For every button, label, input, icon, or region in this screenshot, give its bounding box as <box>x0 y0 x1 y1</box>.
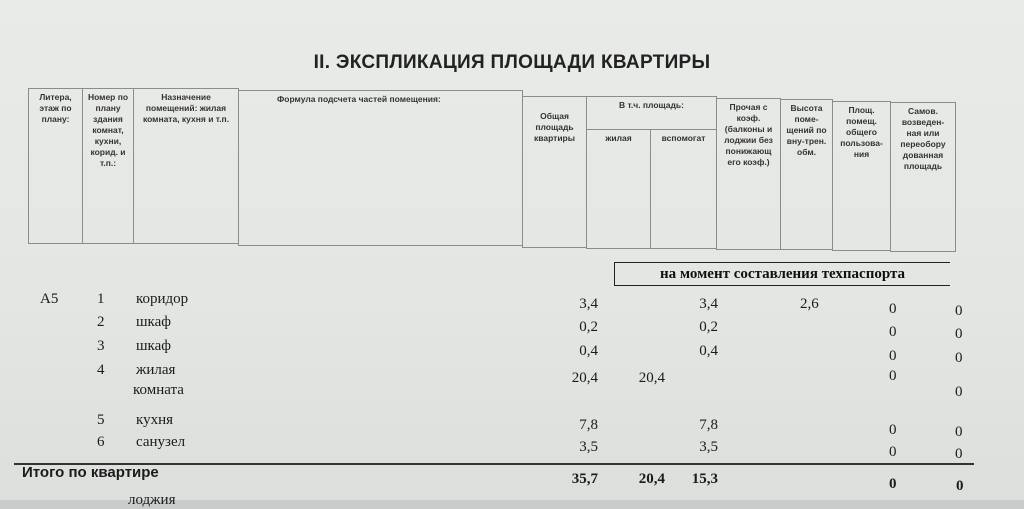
row-number: 6 <box>97 434 105 450</box>
header-vysota: Высота поме-щений по вну-трен. обм. <box>780 99 833 250</box>
row-number: 4 <box>97 362 105 378</box>
header-litera: Литера, этаж по плану: <box>28 88 83 244</box>
row-obsh-area: 0 <box>889 422 897 438</box>
row-samov-area: 0 <box>955 424 963 440</box>
row-obsh-area: 0 <box>889 368 897 384</box>
row-litera: А5 <box>40 291 59 307</box>
header-obsh-polz: Площ. помещ. общего пользова-ния <box>832 101 891 251</box>
total-label: Итого по квартире <box>22 464 159 481</box>
row-name: коридор <box>136 291 189 307</box>
header-obshaya: Общая площадь квартиры <box>522 96 587 248</box>
row-number: 1 <box>97 291 105 307</box>
row-total-area: 3,4 <box>579 296 598 312</box>
row-vsp-area: 7,8 <box>699 417 718 433</box>
row-obsh-area: 0 <box>889 324 897 340</box>
row-vsp-area: 0,2 <box>699 319 718 335</box>
header-naznachenie: Назначение помещений: жилая комната, кух… <box>133 88 239 244</box>
row-samov-area: 0 <box>955 384 963 400</box>
header-prochaya: Прочая с коэф. (балконы и лоджии без пон… <box>716 98 781 250</box>
next-row-label: лоджия <box>128 492 176 508</box>
row-samov-area: 0 <box>955 446 963 462</box>
row-number: 3 <box>97 338 105 354</box>
header-samov: Самов. возведен-ная или переобору дованн… <box>890 102 956 252</box>
row-number: 5 <box>97 412 105 428</box>
total-divider <box>14 463 974 465</box>
row-name: кухня <box>136 412 174 428</box>
row-obsh-area: 0 <box>889 301 897 317</box>
row-total-area: 3,5 <box>579 439 598 455</box>
row-vsp-area: 0,4 <box>699 343 718 359</box>
row-name: санузел <box>136 434 186 450</box>
row-obsh-area: 0 <box>889 444 897 460</box>
total-zhil: 20,4 <box>638 471 665 487</box>
row-name-cont: комната <box>133 382 184 398</box>
moment-label: на момент составления техпаспорта <box>614 262 950 286</box>
page-title: II. ЭКСПЛИКАЦИЯ ПЛОЩАДИ КВАРТИРЫ <box>313 52 711 73</box>
header-formula: Формула подсчета частей помещения: <box>238 90 523 246</box>
row-vsp-area: 3,5 <box>699 439 718 455</box>
row-samov-area: 0 <box>955 326 963 342</box>
total-obsh: 0 <box>889 476 897 492</box>
row-total-area: 0,2 <box>579 319 598 335</box>
row-vsp-area: 3,4 <box>699 296 718 312</box>
row-total-area: 20,4 <box>571 370 598 386</box>
total-samov: 0 <box>956 478 964 494</box>
row-name: жилая <box>136 362 176 378</box>
header-vspomogat: вспомогат <box>650 129 717 249</box>
row-total-area: 7,8 <box>579 417 598 433</box>
row-name: шкаф <box>136 338 171 354</box>
row-height: 2,6 <box>800 296 819 312</box>
header-zhilaya: жилая <box>586 129 651 249</box>
header-v-tch: В т.ч. площадь: <box>586 96 717 130</box>
row-zhil-area: 20,4 <box>638 370 665 386</box>
row-obsh-area: 0 <box>889 348 897 364</box>
row-samov-area: 0 <box>955 350 963 366</box>
header-nomer: Номер по плану здания комнат, кухни, кор… <box>82 88 134 244</box>
total-vsp: 15,3 <box>691 471 718 487</box>
row-number: 2 <box>97 314 105 330</box>
row-samov-area: 0 <box>955 303 963 319</box>
row-total-area: 0,4 <box>579 343 598 359</box>
total-area: 35,7 <box>571 471 598 487</box>
row-name: шкаф <box>136 314 171 330</box>
